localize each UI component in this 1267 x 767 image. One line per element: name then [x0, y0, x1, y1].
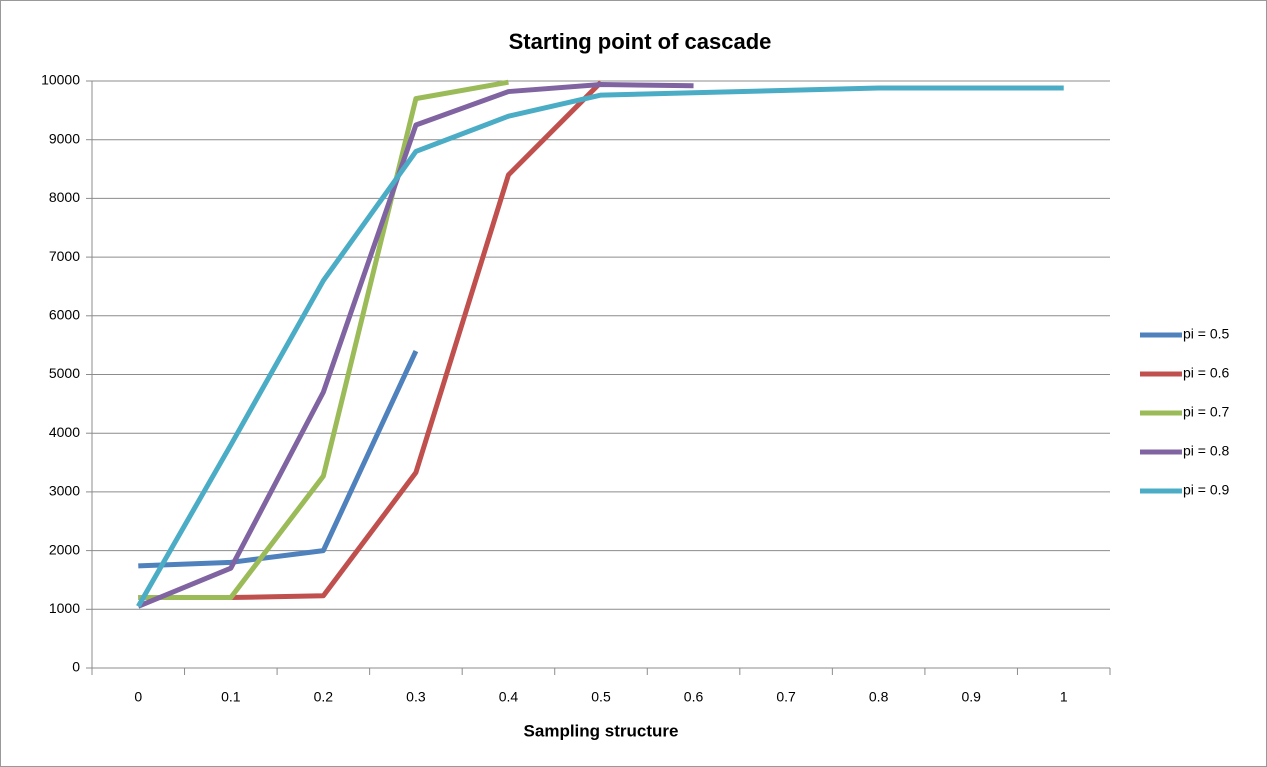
series-line	[137, 82, 694, 609]
y-tick-label: 6000	[49, 307, 80, 323]
x-tick-label: 0.9	[961, 689, 981, 705]
x-tick-label: 0.1	[221, 689, 241, 705]
legend-label: pi = 0.5	[1183, 326, 1230, 342]
y-tick-label: 1000	[49, 600, 80, 616]
x-tick-label: 0.5	[591, 689, 611, 705]
x-tick-label: 0	[134, 689, 142, 705]
y-tick-label: 7000	[49, 248, 80, 264]
y-tick-label: 9000	[49, 130, 80, 146]
legend-label: pi = 0.9	[1183, 482, 1230, 498]
x-tick-label: 0.8	[869, 689, 889, 705]
series-line	[138, 349, 419, 569]
series-line	[136, 85, 1064, 608]
x-tick-label: 1	[1060, 689, 1068, 705]
x-tick-label: 0.2	[314, 689, 334, 705]
legend-label: pi = 0.8	[1183, 443, 1230, 459]
y-tick-label: 3000	[49, 483, 80, 499]
y-tick-label: 10000	[41, 72, 80, 88]
x-tick-label: 0.4	[499, 689, 519, 705]
y-tick-label: 0	[72, 659, 80, 675]
x-tick-label: 0.3	[406, 689, 426, 705]
x-tick-label: 0.6	[684, 689, 704, 705]
x-axis-title: Sampling structure	[524, 721, 679, 740]
y-tick-label: 5000	[49, 365, 80, 381]
y-tick-label: 2000	[49, 541, 80, 557]
chart-title: Starting point of cascade	[509, 29, 772, 54]
legend-label: pi = 0.7	[1183, 404, 1230, 420]
x-tick-label: 0.7	[776, 689, 796, 705]
legend-label: pi = 0.6	[1183, 365, 1230, 381]
y-tick-label: 4000	[49, 424, 80, 440]
series-line	[138, 79, 509, 601]
y-tick-label: 8000	[49, 189, 80, 205]
